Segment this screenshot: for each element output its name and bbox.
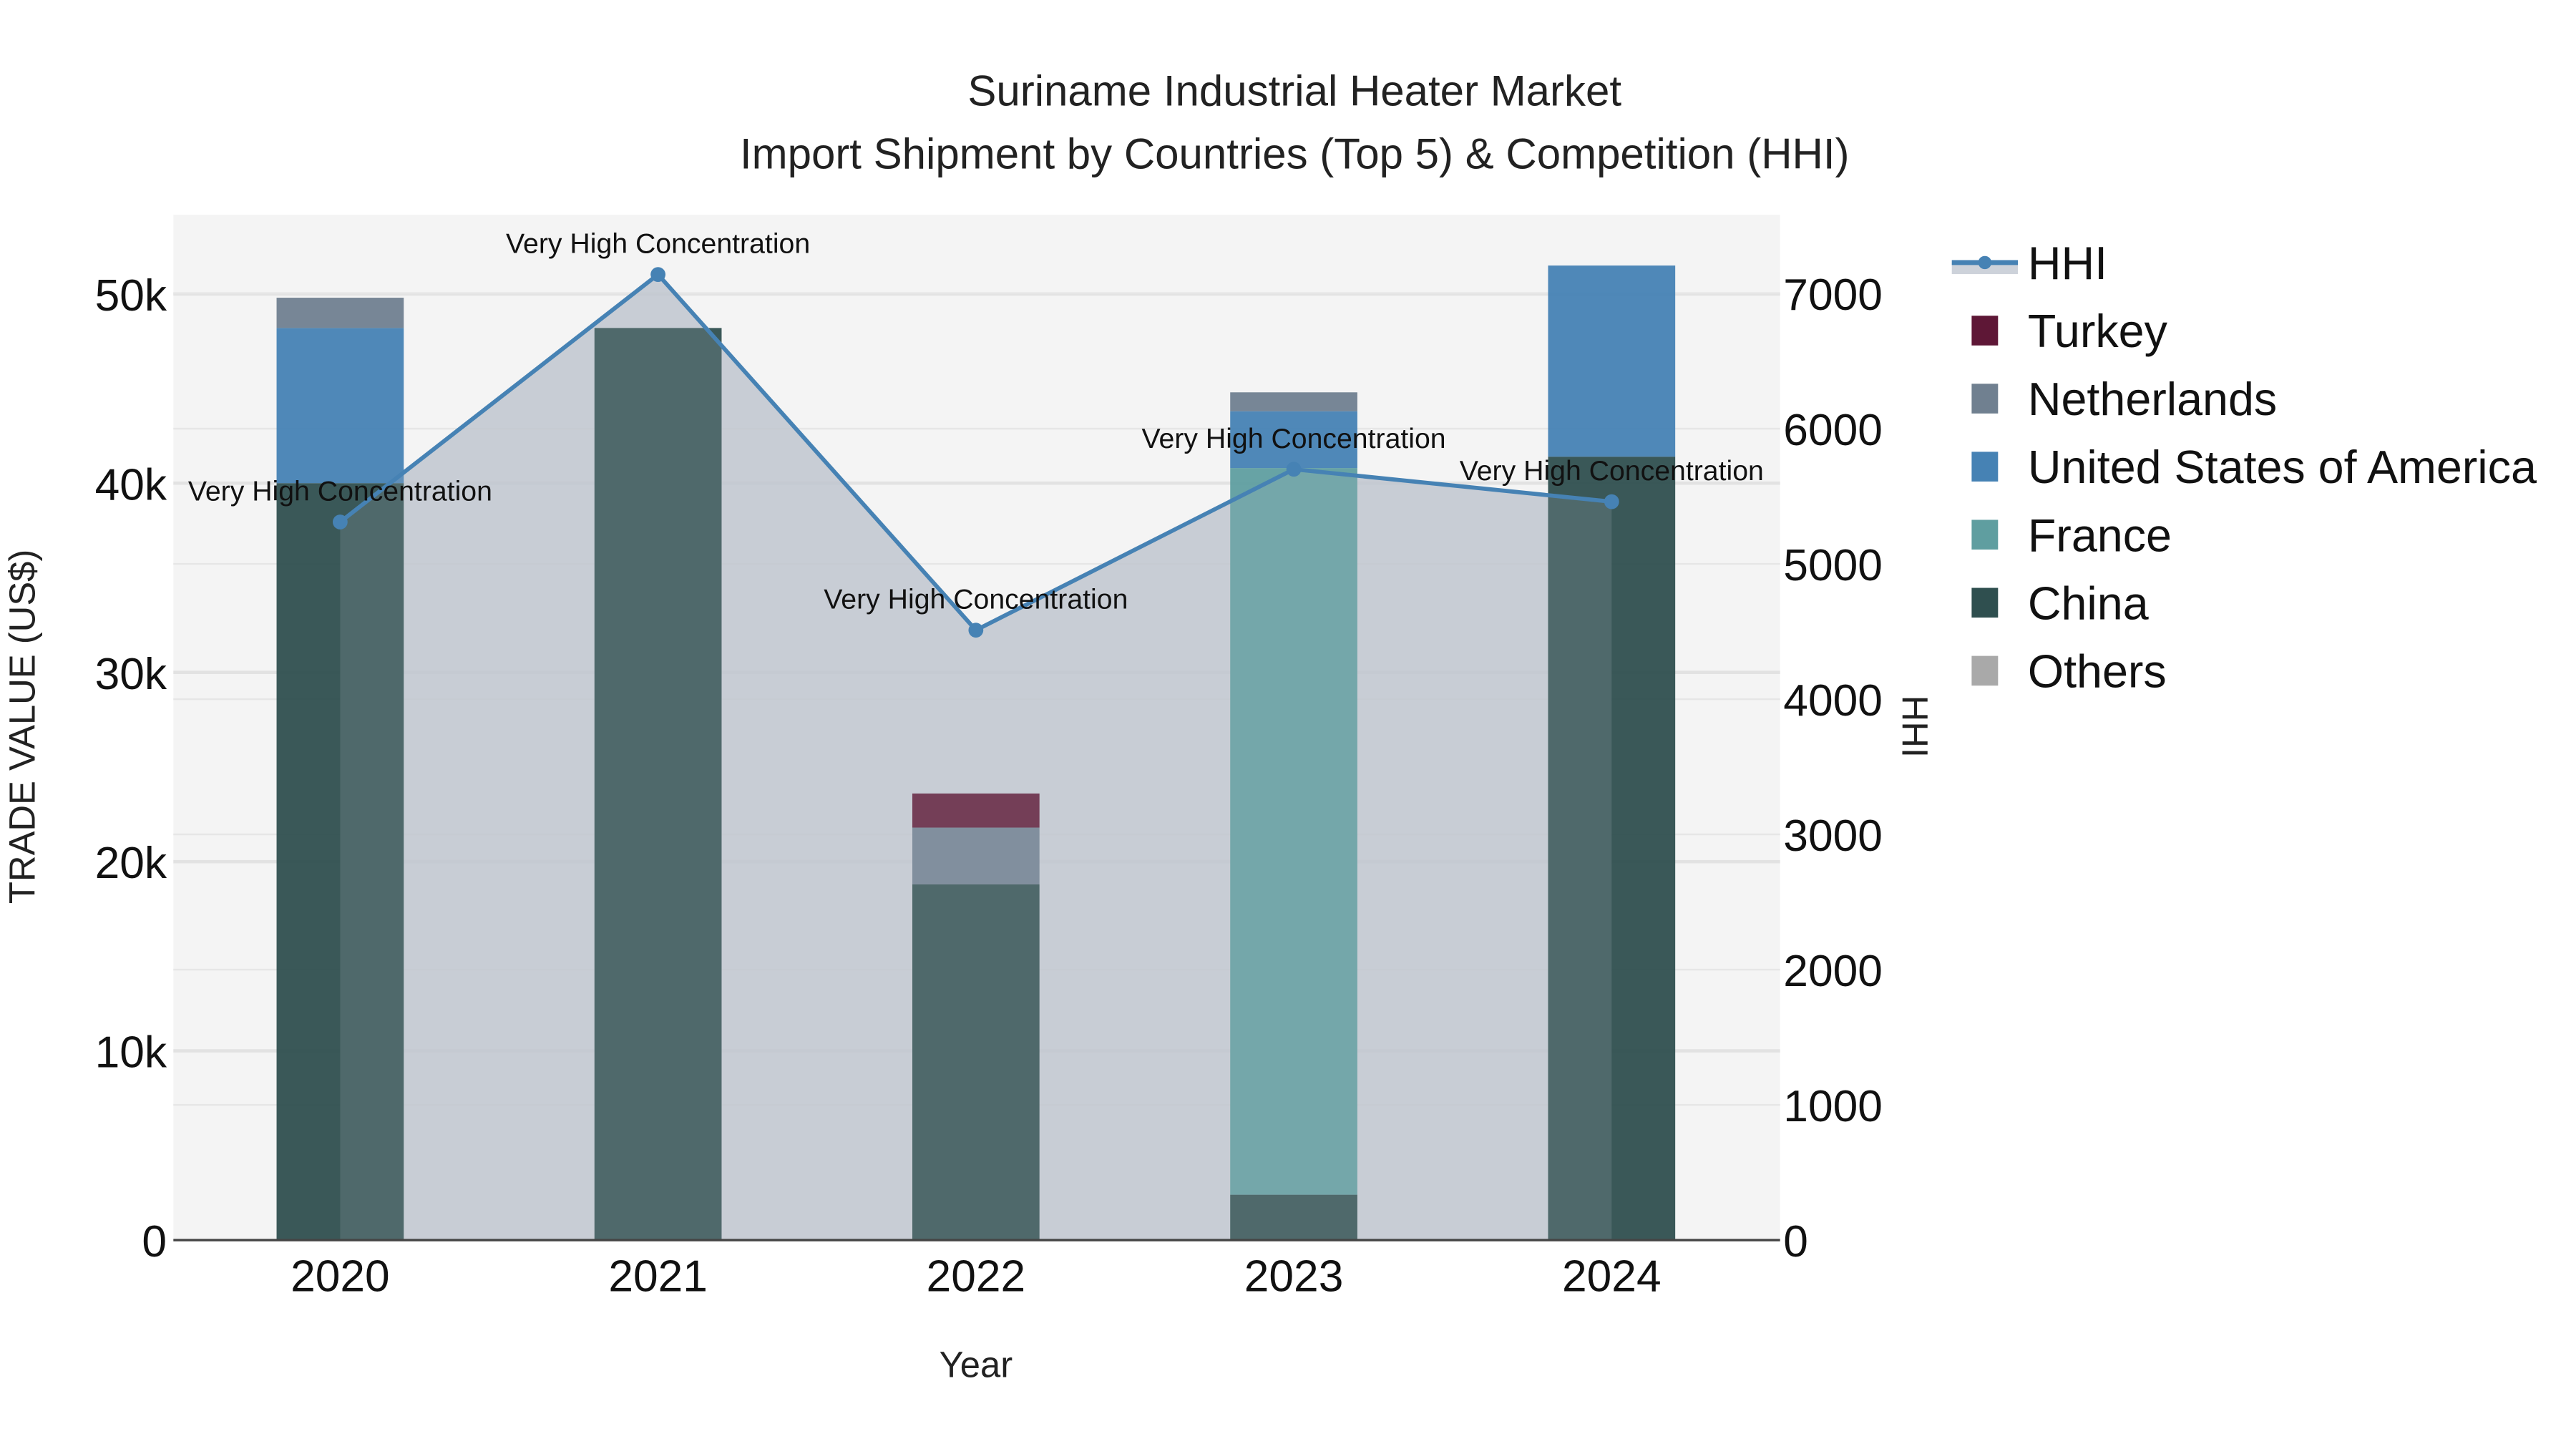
annotations: Very High Concentration Very High Concent…	[188, 228, 1764, 615]
hhi-annotation: Very High Concentration	[188, 475, 492, 507]
hhi-annotation: Very High Concentration	[1460, 455, 1764, 487]
y-left-tick-label: 0	[142, 1217, 167, 1267]
y-right-tick-label: 1000	[1783, 1082, 1883, 1131]
legend-swatch-turkey	[1971, 316, 1999, 346]
bars	[276, 265, 1676, 1241]
legend-swatch-france	[1971, 519, 1999, 550]
bar-segment-united-states-of-america	[1230, 411, 1357, 469]
x-axis-ticks: 2020 2021 2022 2023 2024	[291, 1252, 1662, 1302]
y-right-tick-label: 0	[1783, 1217, 1808, 1267]
hhi-marker	[650, 267, 665, 283]
x-axis-title: Year	[940, 1345, 1013, 1385]
legend-label: Others	[2028, 645, 2167, 697]
bar-segment-netherlands	[912, 827, 1040, 884]
hhi-marker	[1604, 494, 1619, 509]
y-axis-left-ticks: 0 10k 20k 30k 40k 50k	[95, 271, 167, 1267]
x-tick-label: 2024	[1562, 1252, 1662, 1302]
hhi-annotation: Very High Concentration	[824, 584, 1128, 615]
legend-swatch-netherlands	[1971, 384, 1999, 414]
y-right-tick-label: 4000	[1783, 676, 1883, 726]
bar-segment-france	[1230, 468, 1357, 1195]
legend: HHI Turkey Netherlands United States of Ame…	[1951, 238, 2537, 697]
y-right-tick-label: 2000	[1783, 947, 1883, 996]
y-left-tick-label: 20k	[95, 839, 167, 888]
y-axis-right-ticks: 0 1000 2000 3000 4000 5000 6000 7000	[1783, 270, 1883, 1267]
y-right-tick-label: 3000	[1783, 811, 1883, 861]
bar-segment-netherlands	[276, 298, 404, 328]
x-tick-label: 2023	[1244, 1252, 1344, 1302]
hhi-fill-overlay	[340, 274, 1612, 1241]
y-axis-right-title: HHI	[1894, 696, 1935, 758]
y-left-tick-label: 40k	[95, 460, 167, 509]
y-axis-left-title: TRADE VALUE (US$)	[1, 550, 42, 904]
bar-segment-united-states-of-america	[1548, 265, 1676, 457]
hhi-marker	[968, 623, 984, 638]
x-tick-label: 2021	[608, 1252, 708, 1302]
legend-swatch-united-states-of-america	[1971, 452, 1999, 482]
hhi-line	[333, 267, 1619, 638]
y-left-tick-label: 10k	[95, 1028, 167, 1078]
bar-segment-netherlands	[1230, 392, 1357, 411]
hhi-marker	[333, 514, 348, 530]
bar-segment-china	[1230, 1194, 1357, 1241]
hhi-annotation: Very High Concentration	[506, 228, 810, 260]
legend-label: United States of America	[2028, 441, 2537, 493]
bar-segment-china	[594, 328, 722, 1241]
bar-segment-china	[912, 884, 1040, 1241]
bar-segment-china	[276, 483, 404, 1241]
y-right-tick-label: 5000	[1783, 541, 1883, 590]
chart-title-line1: Suriname Industrial Heater Market	[967, 67, 1621, 115]
y-right-tick-label: 6000	[1783, 406, 1883, 455]
bar-segment-united-states-of-america	[276, 328, 404, 484]
legend-swatch-china	[1971, 587, 1999, 618]
legend-swatch-others	[1971, 655, 1999, 686]
legend-label: China	[2028, 577, 2149, 629]
legend-label: HHI	[2028, 238, 2107, 289]
bar-segment-china	[1548, 457, 1676, 1241]
legend-label: Turkey	[2028, 306, 2168, 357]
x-tick-label: 2020	[291, 1252, 390, 1302]
y-left-tick-label: 50k	[95, 271, 167, 321]
hhi-marker	[1286, 462, 1302, 477]
y-right-tick-label: 7000	[1783, 270, 1883, 320]
hhi-annotation: Very High Concentration	[1142, 423, 1446, 454]
chart-title-line2: Import Shipment by Countries (Top 5) & C…	[740, 130, 1850, 177]
legend-label: France	[2028, 509, 2172, 561]
legend-label: Netherlands	[2028, 374, 2277, 425]
bar-segment-turkey	[912, 793, 1040, 828]
legend-hhi-marker-icon	[1978, 255, 1992, 270]
y-left-tick-label: 30k	[95, 650, 167, 699]
x-tick-label: 2022	[927, 1252, 1026, 1302]
